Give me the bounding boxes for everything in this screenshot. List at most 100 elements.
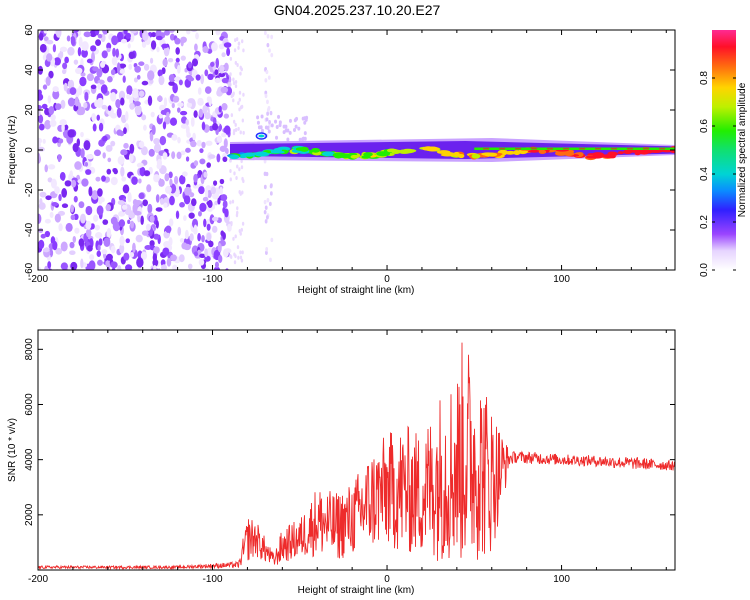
noise-blob: [264, 205, 268, 210]
noise-blob: [203, 218, 207, 228]
noise-blob: [59, 172, 66, 181]
noise-blob: [167, 57, 174, 63]
noise-blob: [242, 92, 245, 97]
noise-blob: [181, 242, 188, 250]
noise-blob: [206, 232, 212, 241]
noise-blob: [127, 191, 132, 203]
noise-blob: [120, 97, 125, 106]
band-blob: [400, 150, 411, 154]
noise-blob: [85, 228, 92, 238]
noise-blob: [102, 135, 108, 142]
noise-blob: [239, 105, 243, 110]
noise-blob: [200, 74, 205, 85]
noise-blob: [268, 119, 271, 125]
noise-blob: [60, 241, 68, 252]
noise-blob: [199, 253, 206, 259]
noise-blob: [235, 213, 239, 218]
noise-blob: [103, 237, 111, 247]
noise-blob: [195, 74, 201, 81]
noise-blob: [170, 254, 177, 262]
noise-blob: [73, 30, 80, 33]
noise-blob: [239, 191, 242, 196]
noise-blob: [206, 223, 211, 231]
band-blob: [254, 151, 268, 157]
noise-blob: [189, 233, 194, 242]
noise-blob: [126, 93, 131, 100]
noise-blob: [142, 199, 149, 207]
noise-blob: [212, 122, 219, 131]
noise-blob: [158, 113, 163, 119]
noise-blob: [120, 38, 128, 44]
noise-blob: [159, 104, 166, 112]
noise-blob: [52, 44, 57, 53]
noise-blob: [177, 102, 184, 107]
noise-blob: [98, 238, 103, 246]
noise-blob: [237, 126, 240, 131]
noise-blob: [117, 265, 122, 270]
noise-blob: [218, 72, 226, 78]
colorbar-tick-label: 0.8: [699, 71, 710, 85]
noise-blob: [204, 69, 209, 77]
band-blob: [229, 154, 240, 160]
noise-blob: [131, 88, 139, 99]
noise-blob: [268, 48, 271, 53]
noise-blob: [95, 39, 102, 47]
noise-blob: [151, 124, 156, 135]
noise-blob: [69, 250, 76, 256]
band-blob: [408, 149, 417, 153]
noise-blob: [100, 84, 108, 94]
noise-blob: [164, 173, 170, 182]
noise-blob: [86, 58, 93, 64]
noise-blob: [155, 207, 163, 212]
y-tick-label: 20: [24, 104, 35, 116]
noise-blob: [46, 39, 54, 45]
noise-blob: [179, 202, 185, 208]
noise-blob: [149, 131, 154, 142]
noise-blob: [179, 110, 188, 116]
noise-blob: [63, 82, 68, 92]
noise-blob: [44, 230, 51, 238]
colorbar-tick-label: 0.4: [699, 167, 710, 181]
noise-blob: [95, 176, 101, 182]
band-blob: [471, 153, 481, 159]
noise-blob: [238, 167, 241, 172]
noise-blob: [116, 129, 123, 136]
band-blob: [458, 153, 465, 159]
noise-blob: [267, 75, 271, 80]
noise-blob: [121, 204, 128, 210]
noise-blob: [54, 186, 60, 194]
noise-blob: [119, 68, 126, 74]
noise-blob: [47, 164, 56, 170]
noise-blob: [266, 34, 270, 39]
noise-blob: [230, 220, 233, 225]
noise-blob: [67, 46, 75, 56]
noise-blob: [301, 137, 305, 142]
noise-blob: [118, 90, 126, 101]
noise-blob: [163, 202, 168, 208]
noise-blob: [237, 101, 240, 106]
noise-blob: [205, 188, 209, 199]
noise-blob: [155, 194, 160, 203]
noise-blob: [177, 107, 181, 113]
noise-blob: [234, 60, 238, 65]
band-blob: [299, 146, 309, 152]
noise-blob: [295, 116, 299, 121]
noise-blob: [132, 242, 136, 253]
noise-blob: [146, 184, 152, 193]
noise-blob: [165, 185, 172, 194]
noise-blob: [81, 49, 88, 58]
noise-blob: [210, 186, 217, 195]
noise-blob: [118, 219, 126, 228]
noise-blob: [207, 189, 212, 199]
noise-blob: [197, 233, 201, 242]
band-blob: [440, 153, 455, 157]
noise-blob: [187, 263, 193, 270]
noise-blob: [70, 261, 78, 270]
noise-blob: [202, 45, 209, 53]
noise-blob: [84, 91, 89, 102]
noise-blob: [199, 158, 206, 165]
noise-blob: [116, 107, 122, 118]
noise-blob: [177, 271, 181, 277]
noise-blob: [303, 116, 307, 121]
noise-blob: [217, 254, 223, 263]
